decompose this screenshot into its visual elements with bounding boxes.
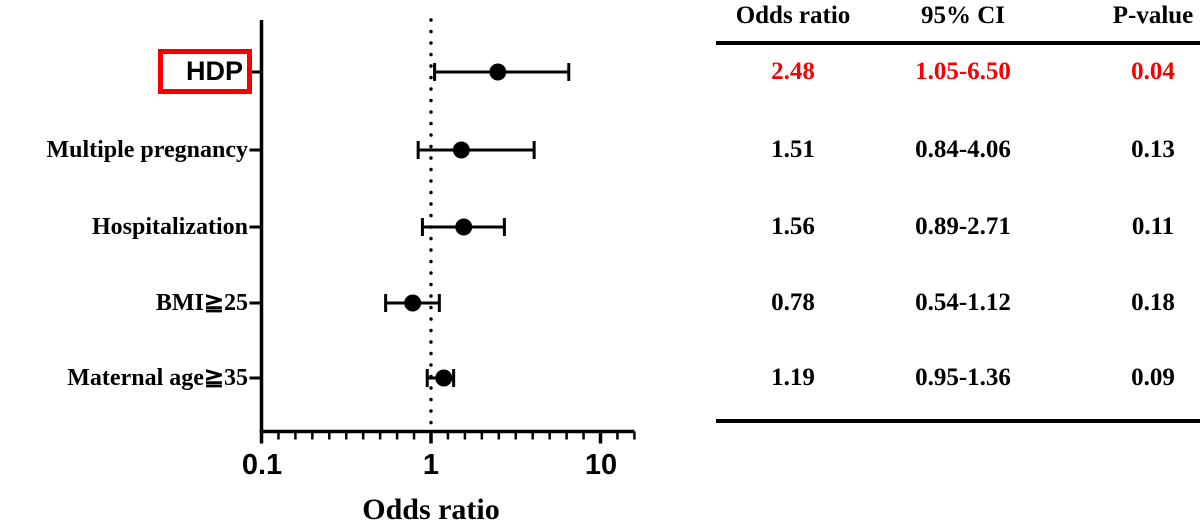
table-cell-p-multiple-pregnancy: 0.13 bbox=[1131, 136, 1175, 163]
hdp-highlight-box: HDP bbox=[158, 49, 252, 94]
row-label-maternal-age: Maternal age≧35 bbox=[67, 365, 248, 391]
x-tick-1: 1 bbox=[422, 449, 440, 481]
table-header-odds-ratio: Odds ratio bbox=[735, 2, 851, 29]
table-header-ci: 95% CI bbox=[920, 2, 1006, 29]
table-cell-ci-multiple-pregnancy: 0.84-4.06 bbox=[915, 136, 1011, 163]
table-cell-ci-maternal-age: 0.95-1.36 bbox=[915, 364, 1011, 391]
table-header-p-value: P-value bbox=[1112, 2, 1194, 29]
table-cell-p-maternal-age: 0.09 bbox=[1131, 364, 1175, 391]
point-estimate-2 bbox=[455, 218, 473, 236]
row-label-hospitalization: Hospitalization bbox=[91, 214, 248, 240]
table-cell-or-multiple-pregnancy: 1.51 bbox=[771, 136, 815, 163]
table-bottom-rule bbox=[716, 419, 1200, 423]
table-cell-p-hospitalization: 0.11 bbox=[1131, 213, 1175, 240]
point-estimate-0 bbox=[489, 63, 507, 81]
table-cell-p-hdp: 0.04 bbox=[1131, 58, 1175, 85]
table-top-rule bbox=[716, 41, 1200, 45]
table-cell-or-bmi: 0.78 bbox=[771, 289, 815, 316]
x-tick-0.1: 0.1 bbox=[241, 449, 283, 481]
table-cell-ci-hospitalization: 0.89-2.71 bbox=[915, 213, 1011, 240]
table-cell-p-bmi: 0.18 bbox=[1131, 289, 1175, 316]
table-cell-or-maternal-age: 1.19 bbox=[771, 364, 815, 391]
x-tick-10: 10 bbox=[584, 449, 618, 481]
table-cell-or-hospitalization: 1.56 bbox=[771, 213, 815, 240]
forest-plot bbox=[249, 18, 636, 444]
table-cell-ci-bmi: 0.54-1.12 bbox=[915, 289, 1011, 316]
point-estimate-1 bbox=[452, 141, 470, 159]
row-label-hdp: HDP bbox=[185, 56, 243, 86]
table-cell-ci-hdp: 1.05-6.50 bbox=[915, 58, 1011, 85]
x-axis-title: Odds ratio bbox=[362, 493, 500, 526]
table-cell-or-hdp: 2.48 bbox=[771, 58, 815, 85]
row-label-bmi: BMI≧25 bbox=[155, 290, 248, 316]
point-estimate-4 bbox=[435, 369, 453, 387]
point-estimate-3 bbox=[404, 294, 422, 312]
row-label-multiple-pregnancy: Multiple pregnancy bbox=[46, 137, 248, 163]
